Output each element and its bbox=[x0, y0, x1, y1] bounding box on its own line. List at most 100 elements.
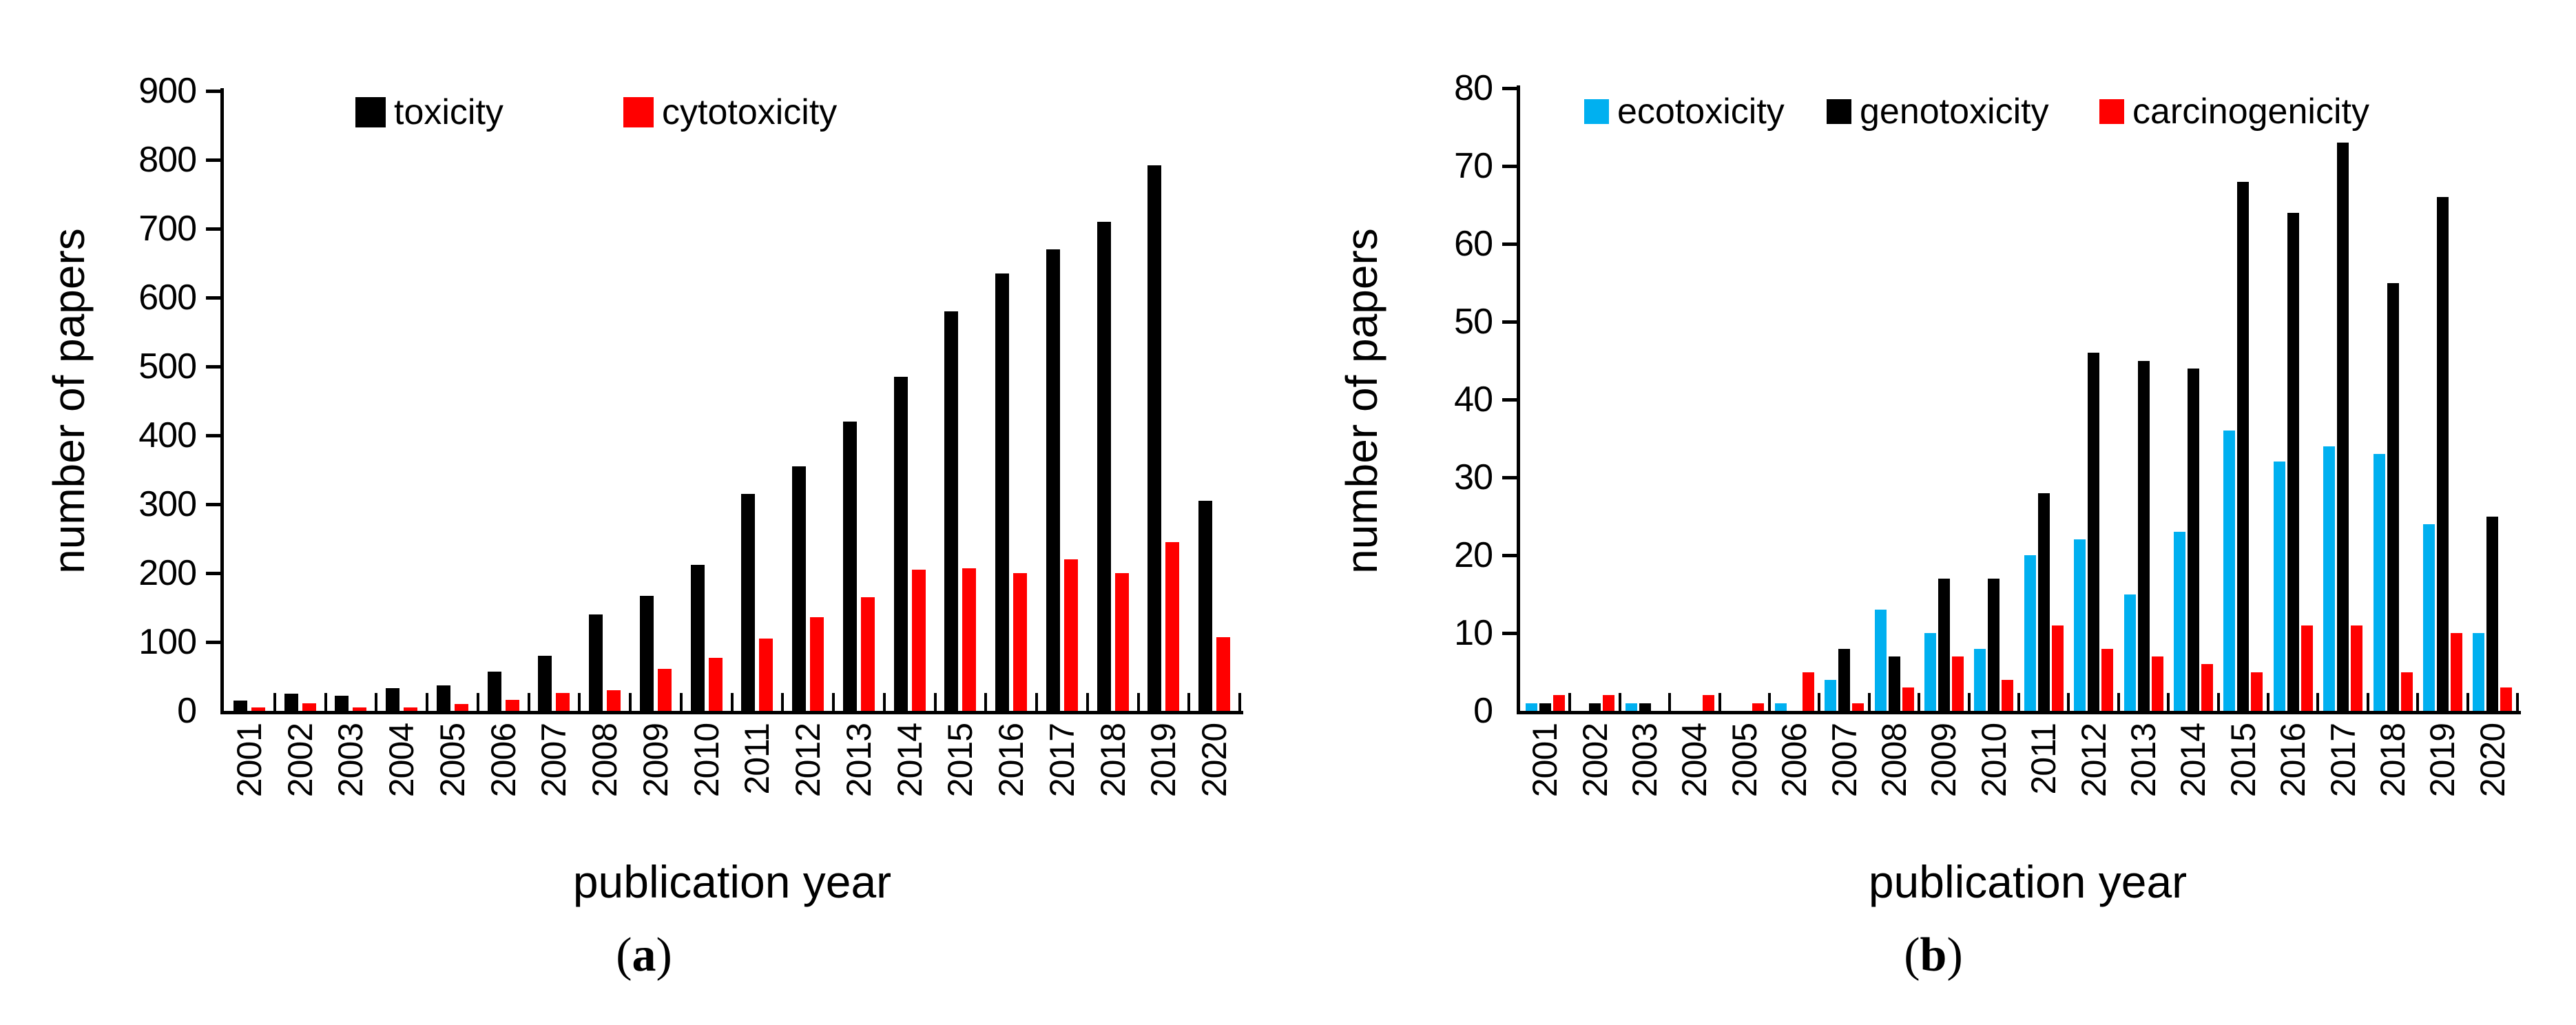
legend-label-carcinogenicity: carcinogenicity bbox=[2132, 92, 2369, 132]
y-tick-label: 80 bbox=[1454, 68, 1493, 108]
x-tick-label-2014: 2014 bbox=[2174, 723, 2213, 798]
bar-toxicity-2009 bbox=[639, 596, 654, 711]
x-tick-mark bbox=[933, 693, 937, 711]
y-tick-mark bbox=[1502, 398, 1517, 402]
x-tick-mark bbox=[2366, 693, 2369, 711]
bar-genotoxicity-2013 bbox=[2137, 360, 2150, 711]
bar-carcinogenicity-2005 bbox=[1752, 703, 1765, 711]
x-tick-mark bbox=[2516, 693, 2519, 711]
x-tick-mark bbox=[426, 693, 428, 711]
bar-carcinogenicity-2001 bbox=[1552, 695, 1565, 711]
x-tick-label-2002: 2002 bbox=[1575, 723, 1614, 798]
x-tick-label-2012: 2012 bbox=[789, 723, 828, 798]
x-tick-mark bbox=[1718, 693, 1721, 711]
x-tick-mark bbox=[984, 693, 988, 711]
x-tick-mark bbox=[476, 693, 479, 711]
x-tick-mark bbox=[1035, 693, 1038, 711]
x-tick-mark bbox=[2117, 693, 2120, 711]
x-tick-mark bbox=[1187, 693, 1191, 711]
bar-toxicity-2017 bbox=[1046, 249, 1060, 711]
bar-genotoxicity-2012 bbox=[2088, 353, 2100, 711]
y-tick-label: 200 bbox=[138, 553, 197, 593]
x-tick-label-2009: 2009 bbox=[1924, 723, 1964, 798]
x-tick-label-2017: 2017 bbox=[2323, 723, 2362, 798]
bar-carcinogenicity-2007 bbox=[1852, 703, 1865, 711]
bar-toxicity-2001 bbox=[233, 701, 247, 711]
y-axis-title: number of papers bbox=[1337, 228, 1386, 574]
bar-genotoxicity-2014 bbox=[2187, 368, 2199, 711]
panel-tag: (b) bbox=[1904, 929, 1963, 982]
bar-toxicity-2013 bbox=[842, 422, 857, 711]
x-tick-label-2005: 2005 bbox=[433, 723, 472, 798]
x-tick-label-2012: 2012 bbox=[2074, 723, 2113, 798]
x-tick-mark bbox=[375, 693, 378, 711]
bar-cytotoxicity-2017 bbox=[1063, 559, 1078, 711]
bar-ecotoxicity-2007 bbox=[1825, 679, 1837, 711]
x-tick-label-2006: 2006 bbox=[484, 723, 523, 798]
x-tick-label-2010: 2010 bbox=[687, 723, 726, 798]
y-tick-mark bbox=[206, 90, 221, 93]
bar-cytotoxicity-2012 bbox=[810, 617, 824, 711]
bar-genotoxicity-2009 bbox=[1938, 578, 1950, 711]
x-tick-label-2011: 2011 bbox=[2024, 723, 2064, 795]
bar-toxicity-2016 bbox=[995, 273, 1010, 711]
bar-toxicity-2007 bbox=[538, 656, 552, 711]
x-tick-label-2014: 2014 bbox=[890, 723, 929, 798]
bar-cytotoxicity-2006 bbox=[505, 700, 519, 711]
y-tick-label: 0 bbox=[1473, 691, 1493, 731]
x-axis-line bbox=[1517, 711, 2521, 714]
bar-carcinogenicity-2013 bbox=[2151, 656, 2163, 711]
x-tick-mark bbox=[730, 693, 734, 711]
y-tick-label: 0 bbox=[177, 691, 197, 731]
y-tick-label: 900 bbox=[138, 71, 197, 111]
bar-genotoxicity-2016 bbox=[2287, 212, 2299, 711]
y-tick-label: 100 bbox=[138, 622, 197, 662]
bar-cytotoxicity-2009 bbox=[657, 669, 672, 711]
y-tick-label: 300 bbox=[138, 484, 197, 524]
bar-toxicity-2012 bbox=[792, 466, 807, 711]
bar-ecotoxicity-2008 bbox=[1874, 610, 1887, 711]
bar-ecotoxicity-2017 bbox=[2323, 446, 2336, 711]
bar-cytotoxicity-2019 bbox=[1165, 542, 1180, 711]
y-tick-mark bbox=[1502, 165, 1517, 168]
x-axis-line bbox=[220, 711, 1243, 714]
x-tick-label-2015: 2015 bbox=[941, 723, 980, 798]
bar-ecotoxicity-2014 bbox=[2173, 532, 2185, 711]
x-tick-label-2020: 2020 bbox=[1195, 723, 1234, 798]
bar-ecotoxicity-2012 bbox=[2074, 539, 2086, 711]
y-tick-mark bbox=[1502, 554, 1517, 557]
bar-carcinogenicity-2004 bbox=[1702, 695, 1714, 711]
bar-toxicity-2008 bbox=[589, 614, 603, 711]
y-tick-label: 20 bbox=[1454, 535, 1493, 575]
bar-cytotoxicity-2016 bbox=[1013, 573, 1028, 711]
bar-carcinogenicity-2019 bbox=[2450, 633, 2462, 711]
bar-ecotoxicity-2015 bbox=[2223, 431, 2236, 711]
bar-cytotoxicity-2002 bbox=[302, 703, 316, 711]
y-tick-label: 600 bbox=[138, 278, 197, 318]
x-tick-mark bbox=[629, 693, 632, 711]
legend-swatch-genotoxicity bbox=[1827, 99, 1851, 124]
x-tick-mark bbox=[1238, 693, 1241, 711]
x-tick-mark bbox=[273, 693, 276, 711]
bar-ecotoxicity-2011 bbox=[2024, 555, 2036, 711]
x-tick-mark bbox=[1086, 693, 1089, 711]
x-tick-mark bbox=[324, 693, 327, 711]
bar-toxicity-2010 bbox=[690, 565, 705, 711]
bar-toxicity-2018 bbox=[1097, 222, 1111, 711]
x-tick-label-2008: 2008 bbox=[585, 723, 625, 798]
y-tick-mark bbox=[206, 227, 221, 231]
bar-ecotoxicity-2018 bbox=[2373, 454, 2385, 711]
x-tick-mark bbox=[882, 693, 886, 711]
bar-cytotoxicity-2007 bbox=[556, 693, 570, 711]
x-tick-mark bbox=[1568, 693, 1572, 711]
x-tick-mark bbox=[2167, 693, 2170, 711]
bar-ecotoxicity-2013 bbox=[2123, 594, 2136, 711]
x-tick-label-2019: 2019 bbox=[1144, 723, 1183, 798]
y-tick-label: 30 bbox=[1454, 457, 1493, 497]
legend-label-cytotoxicity: cytotoxicity bbox=[662, 92, 838, 132]
bar-genotoxicity-2008 bbox=[1888, 656, 1900, 711]
x-tick-label-2007: 2007 bbox=[1825, 723, 1864, 798]
x-tick-mark bbox=[1967, 693, 1971, 711]
x-tick-label-2016: 2016 bbox=[2274, 723, 2313, 798]
